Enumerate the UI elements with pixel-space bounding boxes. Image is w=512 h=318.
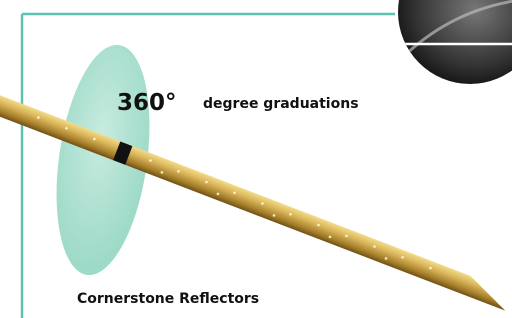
ultrasound-inset [390, 0, 512, 90]
graduations-label: degree graduations [203, 96, 359, 112]
angle-label: 360° [117, 90, 177, 116]
reflectors-label: Cornerstone Reflectors [77, 291, 259, 307]
product-image: 360° degree graduations Cornerstone Refl… [0, 0, 512, 318]
page: 360° degree graduations Cornerstone Refl… [0, 0, 512, 318]
